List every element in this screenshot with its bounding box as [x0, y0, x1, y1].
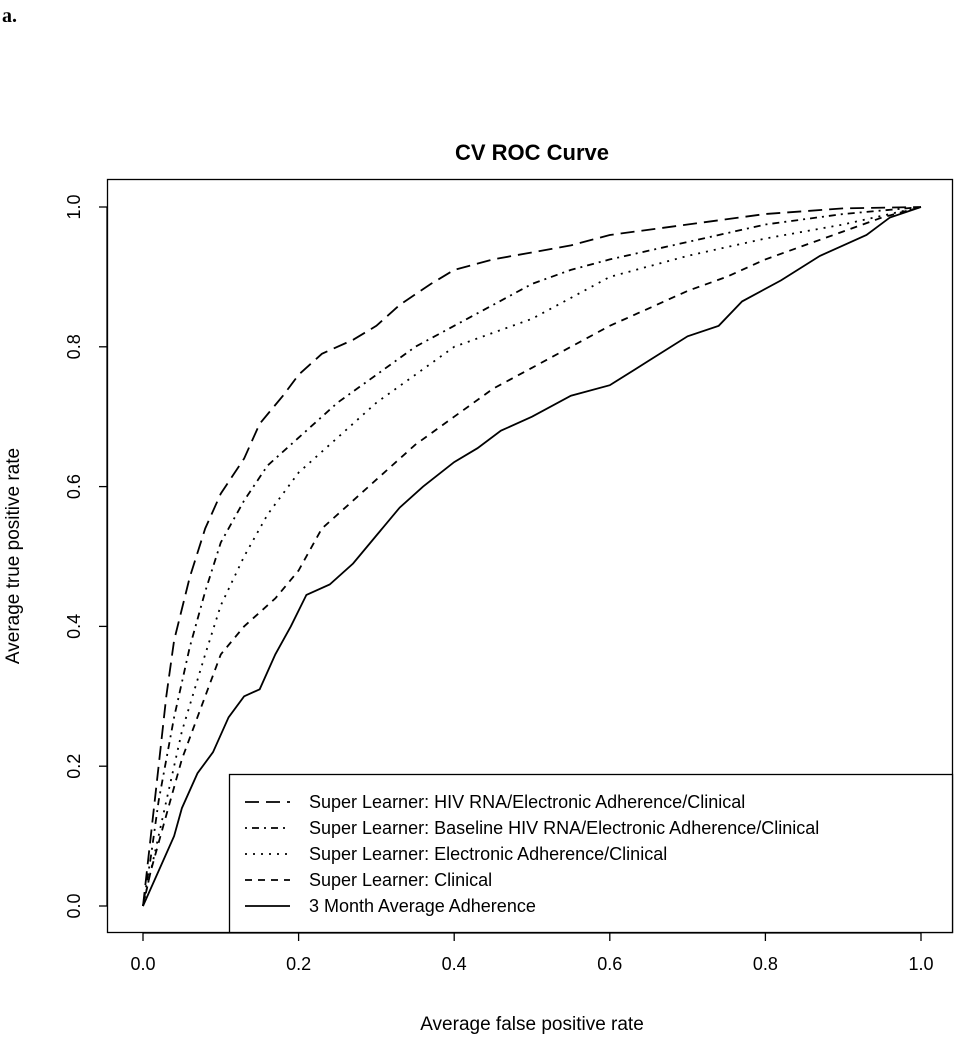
x-tick-label: 0.6 [597, 954, 622, 974]
series-lines [142, 206, 922, 907]
y-axis-label: Average true positive rate [3, 448, 24, 664]
y-tick-label: 0.6 [64, 474, 84, 499]
legend-label: Super Learner: HIV RNA/Electronic Adhere… [309, 792, 745, 812]
x-tick-label: 1.0 [908, 954, 933, 974]
legend-item: Super Learner: Electronic Adherence/Clin… [245, 844, 667, 864]
x-tick-label: 0.2 [286, 954, 311, 974]
y-axis: 0.0 0.2 0.4 0.6 0.8 1.0 [64, 194, 108, 919]
legend-label: Super Learner: Baseline HIV RNA/Electron… [309, 818, 819, 838]
series-line-4 [142, 206, 922, 907]
series-line-2 [142, 206, 922, 907]
legend-label: 3 Month Average Adherence [309, 896, 536, 916]
legend-item: Super Learner: Baseline HIV RNA/Electron… [245, 818, 819, 838]
y-tick-label: 1.0 [64, 194, 84, 219]
x-axis: 0.0 0.2 0.4 0.6 0.8 1.0 [130, 932, 934, 974]
panel-label: a. [2, 5, 17, 27]
legend-box [228, 773, 954, 934]
series-line-5 [142, 206, 922, 907]
x-axis-label: Average false positive rate [420, 1014, 644, 1035]
legend-item: Super Learner: HIV RNA/Electronic Adhere… [245, 792, 745, 812]
legend-label: Super Learner: Clinical [309, 870, 492, 890]
y-tick-label: 0.4 [64, 614, 84, 639]
legend-label: Super Learner: Electronic Adherence/Clin… [309, 844, 667, 864]
chart-title: CV ROC Curve [455, 140, 609, 165]
y-tick-label: 0.0 [64, 893, 84, 918]
series-line-3 [142, 206, 922, 907]
legend-item: 3 Month Average Adherence [245, 896, 536, 916]
legend: Super Learner: HIV RNA/Electronic Adhere… [228, 773, 954, 934]
legend-item: Super Learner: Clinical [245, 870, 492, 890]
x-tick-label: 0.0 [130, 954, 155, 974]
series-line-1 [142, 206, 922, 907]
y-tick-label: 0.2 [64, 754, 84, 779]
x-tick-label: 0.4 [442, 954, 467, 974]
x-tick-label: 0.8 [753, 954, 778, 974]
y-tick-label: 0.8 [64, 334, 84, 359]
